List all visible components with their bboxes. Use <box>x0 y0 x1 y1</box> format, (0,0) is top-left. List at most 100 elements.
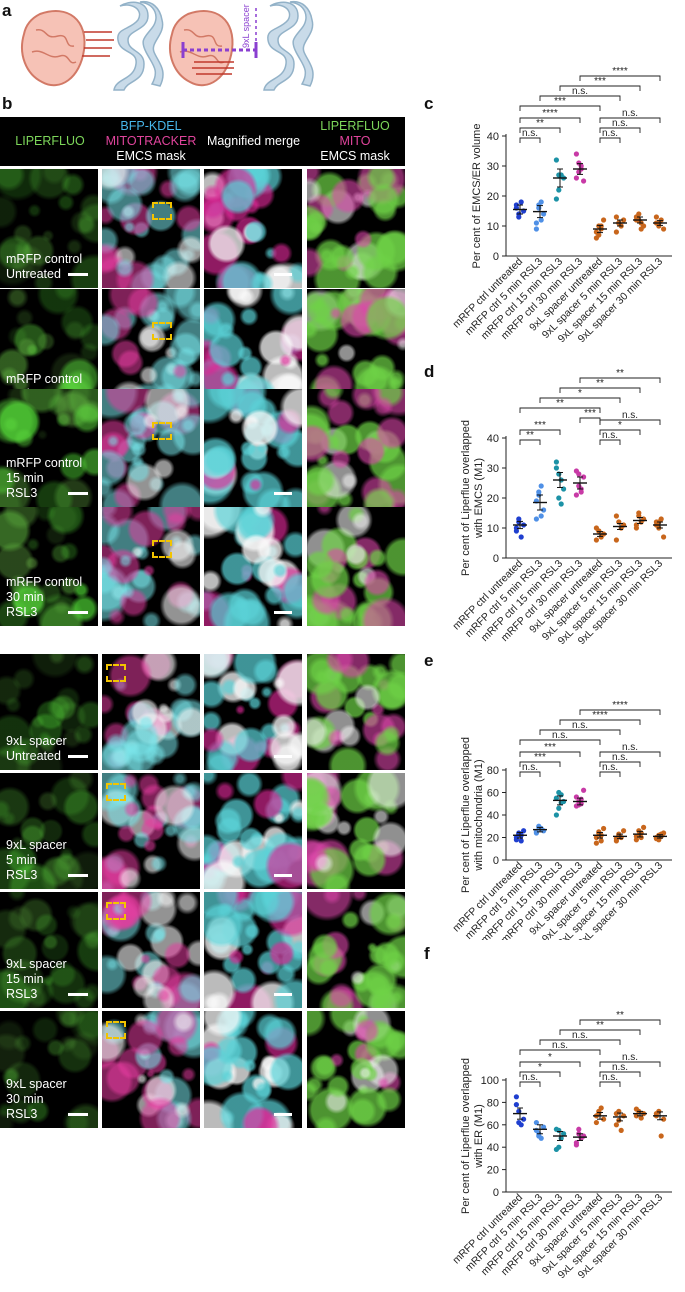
significance-label: **** <box>592 710 608 721</box>
significance-bracket <box>599 761 641 767</box>
data-point <box>538 199 544 205</box>
data-point <box>533 226 539 232</box>
y-tick-label: 0 <box>493 553 499 565</box>
significance-bracket <box>519 105 601 111</box>
scale-bar <box>68 874 88 877</box>
significance-bracket <box>599 1071 641 1077</box>
image-tile-r1-c3 <box>204 169 302 288</box>
chart-e: 0 20 40 60 80 Per cent of Liperflue overlappe… <box>450 700 672 940</box>
data-point <box>641 824 647 830</box>
image-tile-r3-c2 <box>102 389 200 507</box>
panel-label-f: f <box>424 944 430 963</box>
significance-label: * <box>578 388 582 399</box>
significance-label: n.s. <box>572 1030 588 1041</box>
significance-label: n.s. <box>622 108 638 119</box>
data-point <box>613 1111 619 1117</box>
significance-label: **** <box>612 700 628 711</box>
zoom-region-box <box>152 422 172 440</box>
y-tick-label: 80 <box>487 765 499 777</box>
data-point <box>553 459 559 465</box>
tether-lines-left <box>82 31 114 57</box>
significance-bracket <box>559 719 641 725</box>
zoom-region-box <box>152 202 172 220</box>
data-point <box>541 507 547 513</box>
significance-bracket <box>519 1071 561 1077</box>
data-point <box>653 214 659 220</box>
image-tile-r2-c1: mRFP control 5 min RSL3 <box>0 289 98 408</box>
significance-label: n.s. <box>612 752 628 763</box>
data-point <box>573 794 579 800</box>
y-tick-label: 40 <box>487 1142 499 1154</box>
data-point <box>553 196 559 202</box>
data-point <box>521 1116 527 1122</box>
significance-bracket <box>599 1061 661 1067</box>
data-point <box>556 172 562 178</box>
significance-label: *** <box>534 752 546 763</box>
significance-label: n.s. <box>602 430 618 441</box>
data-point <box>638 834 644 841</box>
scale-bar <box>274 874 292 877</box>
row-condition-label: 9xL spacer Untreated <box>6 734 67 763</box>
image-tile-r5-c3 <box>204 654 302 770</box>
row-condition-label: mRFP control 30 min RSL3 <box>6 575 83 619</box>
image-tile-r8-c1: 9xL spacer 30 min RSL3 <box>0 1011 98 1128</box>
significance-bracket <box>599 439 621 445</box>
significance-label: n.s. <box>612 1062 628 1073</box>
data-point <box>633 1113 639 1119</box>
data-point <box>598 838 604 844</box>
data-point <box>573 803 579 809</box>
significance-label: n.s. <box>552 730 568 741</box>
significance-bracket <box>559 85 641 91</box>
y-tick-label: 10 <box>487 221 499 233</box>
data-point <box>553 1146 559 1153</box>
data-point <box>656 1108 662 1114</box>
significance-bracket <box>579 1019 661 1025</box>
significance-bracket <box>599 751 661 757</box>
y-axis-label: with ER (M1) <box>473 1104 485 1169</box>
y-tick-label: 30 <box>487 161 499 173</box>
significance-bracket <box>519 739 601 745</box>
row-condition-label: 9xL spacer 5 min RSL3 <box>6 838 67 882</box>
tether-lines-right <box>192 61 234 75</box>
panel-label-c: c <box>424 94 434 113</box>
scale-bar <box>68 993 88 996</box>
data-point <box>576 1126 582 1132</box>
image-tile-r3-c1: mRFP control 15 min RSL3 <box>0 389 98 507</box>
significance-bracket <box>599 117 661 123</box>
data-point <box>621 217 627 223</box>
data-point <box>581 474 587 480</box>
data-point <box>596 232 602 238</box>
column-header-line: MITO <box>339 134 371 148</box>
significance-bracket <box>599 429 641 435</box>
significance-label: **** <box>542 108 558 119</box>
zoom-region-box <box>106 783 126 801</box>
data-point <box>636 510 642 516</box>
image-tile-r6-c3 <box>204 773 302 889</box>
y-tick-label: 60 <box>487 1120 499 1132</box>
column-header-line: EMCS mask <box>320 149 390 163</box>
significance-bracket <box>519 407 601 413</box>
data-point <box>573 151 579 157</box>
image-tile-r1-c1: mRFP control Untreated <box>0 169 98 288</box>
significance-bracket <box>519 761 561 767</box>
scale-bar <box>274 1113 292 1116</box>
data-point <box>613 836 619 842</box>
significance-bracket <box>579 377 661 383</box>
significance-label: n.s. <box>522 762 538 773</box>
data-point <box>533 829 539 835</box>
image-tile-r8-c2 <box>102 1011 200 1128</box>
image-tile-r7-c3 <box>204 892 302 1008</box>
image-tile-r7-c2 <box>102 892 200 1008</box>
y-axis-label: Per cent of EMCS/ER volume <box>471 124 483 269</box>
significance-bracket <box>519 1049 601 1055</box>
significance-label: ** <box>616 1010 624 1021</box>
data-point <box>538 513 544 519</box>
scale-bar <box>68 611 88 614</box>
data-point <box>616 1117 622 1123</box>
significance-label: *** <box>534 420 546 431</box>
schematic-diagram: 9xL spacer <box>21 0 314 91</box>
chart-f: 0 20 40 60 80 100 Per cent of Liperflue overla… <box>450 1010 672 1281</box>
significance-label: n.s. <box>622 1052 638 1063</box>
data-point <box>638 1115 644 1121</box>
